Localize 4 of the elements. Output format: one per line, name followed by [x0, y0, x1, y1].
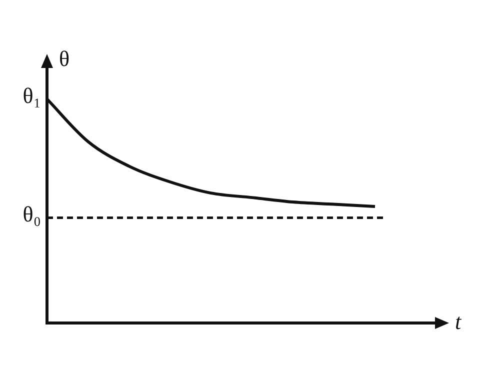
- y-axis-title: θ: [59, 46, 70, 71]
- ref-line-label: θ₀: [22, 202, 41, 226]
- text: θ₁: [22, 82, 41, 108]
- x-axis-title: t: [455, 308, 462, 334]
